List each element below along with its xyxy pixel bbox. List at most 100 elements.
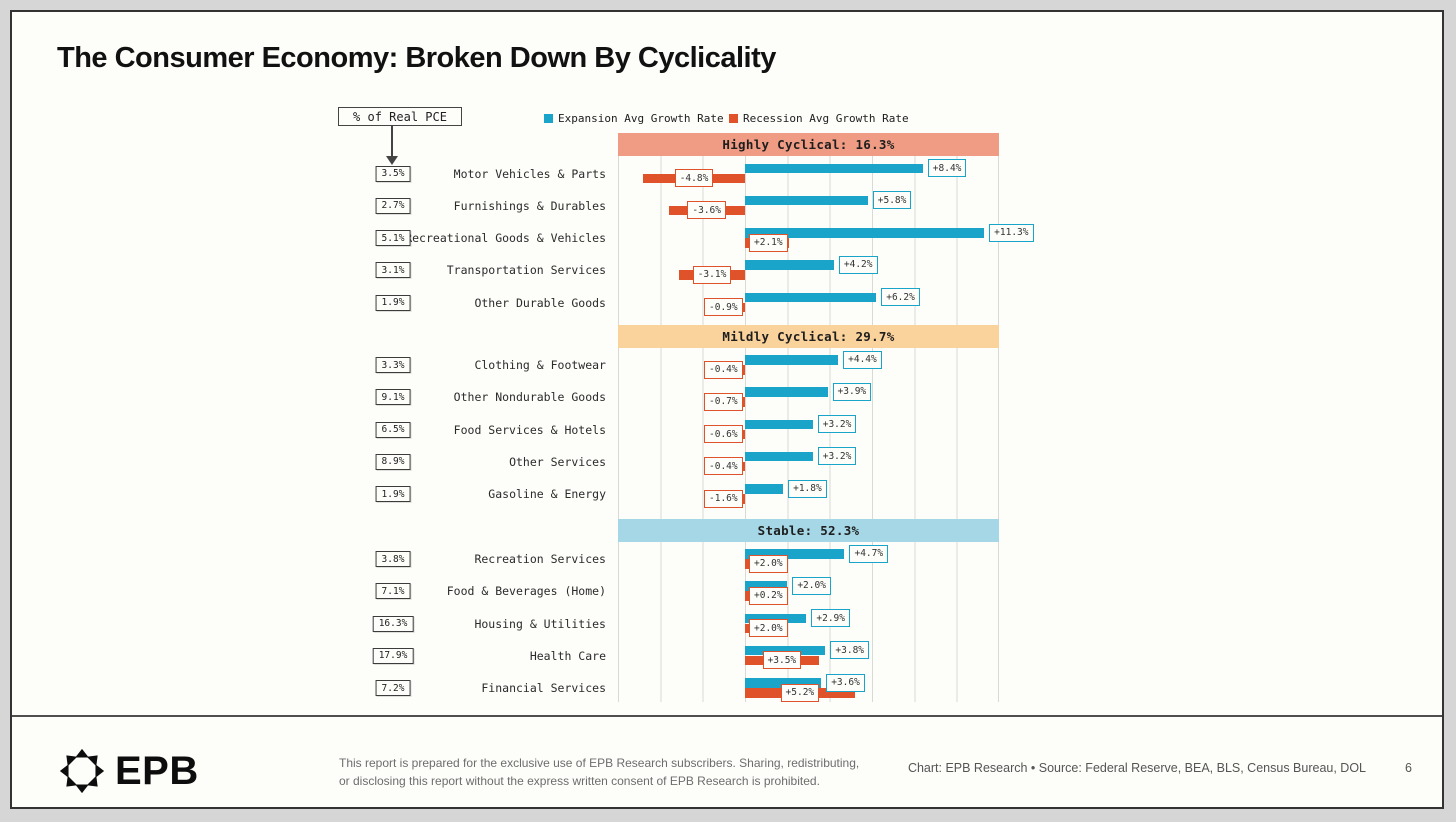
page-title: The Consumer Economy: Broken Down By Cyc…: [57, 42, 776, 74]
pce-share-box: 6.5%: [375, 421, 411, 438]
expansion-bar: [745, 195, 868, 206]
category-label: Gasoline & Energy: [488, 487, 606, 502]
pce-share-box: 7.1%: [375, 583, 411, 600]
footer-divider: [12, 715, 1442, 717]
recession-legend-label: Recession Avg Growth Rate: [743, 112, 909, 125]
expansion-legend-label: Expansion Avg Growth Rate: [558, 112, 724, 125]
expansion-value-label: +4.4%: [843, 350, 882, 369]
expansion-bar: [745, 581, 788, 591]
category-label: Recreational Goods & Vehicles: [405, 231, 606, 246]
expansion-bar: [745, 355, 839, 365]
recession-value-label: -0.9%: [704, 298, 743, 317]
disclaimer-line-1: This report is prepared for the exclusiv…: [339, 756, 860, 770]
expansion-bar: [745, 484, 784, 494]
recession-value-label: -0.6%: [704, 425, 743, 444]
expansion-value-label: +8.4%: [927, 159, 967, 177]
expansion-value-label: +2.0%: [792, 576, 831, 595]
expansion-value-label: +3.8%: [830, 641, 870, 660]
expansion-value-label: +5.8%: [872, 191, 912, 210]
expansion-value-label: +3.6%: [826, 673, 865, 692]
expansion-legend-swatch-icon: [544, 114, 553, 123]
pce-share-box: 2.7%: [375, 197, 411, 214]
pce-share-box: 5.1%: [375, 230, 411, 247]
category-label: Food Services & Hotels: [453, 422, 606, 437]
category-label: Housing & Utilities: [474, 616, 606, 631]
chart-source-text: Chart: EPB Research • Source: Federal Re…: [907, 761, 1366, 775]
category-label: Financial Services: [481, 681, 606, 696]
expansion-value-label: +3.9%: [832, 382, 872, 401]
expansion-bar: [745, 549, 845, 559]
expansion-value-label: +6.2%: [881, 288, 920, 307]
pce-annotation-box: % of Real PCE: [338, 107, 462, 126]
category-label: Food & Beverages (Home): [446, 584, 606, 599]
pce-share-box: 3.8%: [375, 551, 411, 567]
recession-value-label: +2.0%: [749, 554, 788, 573]
expansion-value-label: +4.7%: [849, 544, 889, 563]
pce-arrow-head-icon: [386, 156, 398, 165]
category-label: Health Care: [529, 648, 606, 663]
category-label: Transportation Services: [446, 263, 606, 278]
pce-share-box: 3.5%: [375, 165, 411, 182]
category-label: Other Durable Goods: [474, 295, 606, 310]
category-label: Clothing & Footwear: [474, 358, 606, 372]
disclaimer-text: This report is prepared for the exclusiv…: [339, 754, 859, 790]
expansion-value-label: +3.2%: [817, 447, 857, 466]
expansion-bar: [745, 678, 822, 688]
recession-legend-swatch-icon: [729, 114, 738, 123]
pce-share-box: 8.9%: [375, 453, 411, 470]
expansion-bar: [745, 387, 828, 397]
expansion-bar: [745, 228, 985, 238]
epb-logo-text: EPB: [115, 748, 199, 793]
chart-plot-area: Highly Cyclical: 16.3% +8.4% -4.8% +5.8% -3.…: [618, 133, 1034, 702]
expansion-bar: [745, 451, 813, 462]
page-number: 6: [1405, 761, 1412, 775]
expansion-value-label: +3.2%: [817, 415, 857, 434]
expansion-bar: [745, 645, 826, 656]
pce-share-box: 7.2%: [375, 680, 411, 697]
recession-value-label: -0.4%: [704, 360, 743, 379]
pce-arrow-line: [391, 126, 393, 157]
section-header: Highly Cyclical: 16.3%: [618, 133, 999, 156]
category-label: Furnishings & Durables: [453, 198, 606, 213]
expansion-bar: [745, 260, 834, 270]
recession-value-label: +2.1%: [749, 233, 788, 252]
pce-share-box: 16.3%: [372, 615, 414, 632]
recession-value-label: +3.5%: [762, 651, 802, 670]
section-header: Stable: 52.3%: [618, 518, 999, 542]
expansion-value-label: +4.2%: [838, 255, 878, 274]
recession-bar: [745, 591, 750, 601]
recession-value-label: -3.6%: [687, 201, 726, 220]
recession-value-label: +2.0%: [749, 619, 788, 638]
expansion-value-label: +1.8%: [788, 479, 827, 498]
disclaimer-line-2: or disclosing this report without the ex…: [339, 774, 820, 788]
pce-share-box: 3.3%: [375, 357, 411, 373]
pce-share-box: 1.9%: [375, 486, 411, 503]
category-label: Other Services: [509, 454, 606, 469]
expansion-value-label: +11.3%: [989, 223, 1034, 242]
expansion-bar: [745, 419, 813, 430]
pce-share-box: 9.1%: [375, 389, 411, 406]
recession-value-label: -0.4%: [704, 457, 743, 476]
report-slide: The Consumer Economy: Broken Down By Cyc…: [10, 10, 1444, 809]
expansion-bar: [745, 163, 923, 173]
epb-logo: EPB: [57, 746, 199, 796]
section-header: Mildly Cyclical: 29.7%: [618, 324, 999, 348]
category-label: Recreation Services: [474, 552, 606, 566]
recession-value-label: -1.6%: [704, 489, 743, 508]
recession-value-label: +5.2%: [780, 683, 820, 702]
recession-value-label: -0.7%: [704, 392, 743, 411]
category-label: Other Nondurable Goods: [453, 390, 606, 405]
recession-value-label: -3.1%: [692, 265, 732, 284]
legend-item-expansion: Expansion Avg Growth Rate: [544, 112, 724, 125]
expansion-value-label: +2.9%: [811, 609, 850, 628]
expansion-bar: [745, 292, 877, 303]
recession-value-label: +0.2%: [749, 586, 788, 605]
pce-share-box: 17.9%: [372, 647, 414, 664]
expansion-bar: [745, 613, 807, 624]
recession-value-label: -4.8%: [674, 169, 714, 187]
legend-item-recession: Recession Avg Growth Rate: [729, 112, 909, 125]
epb-aperture-icon: [59, 748, 105, 794]
category-label: Motor Vehicles & Parts: [453, 166, 606, 181]
pce-share-box: 3.1%: [375, 262, 411, 279]
pce-share-box: 1.9%: [375, 294, 411, 311]
